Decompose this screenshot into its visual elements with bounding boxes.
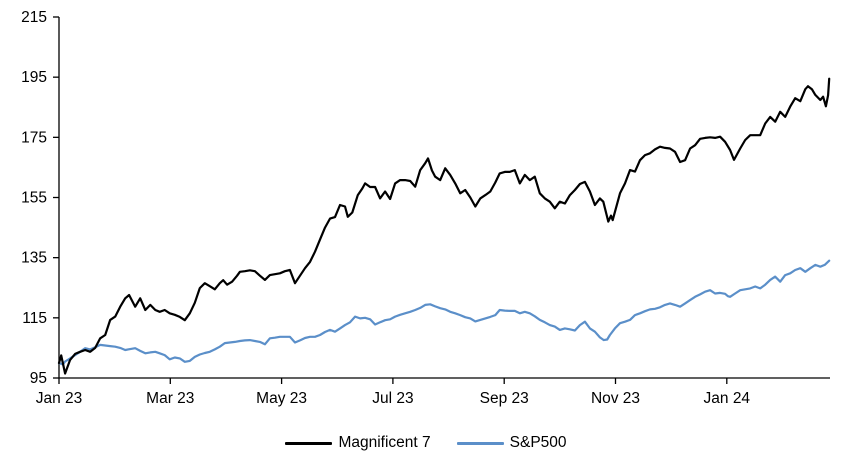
- y-tick-label: 95: [30, 370, 47, 387]
- y-tick-label: 135: [21, 250, 47, 267]
- x-tick-label: Nov 23: [591, 390, 640, 407]
- y-tick-label: 195: [21, 69, 47, 86]
- legend-item-magnificent-7: Magnificent 7: [285, 433, 431, 453]
- x-tick-label: Jul 23: [372, 390, 413, 407]
- x-tick-label: May 23: [256, 390, 307, 407]
- series-line-magnificent-7: [57, 77, 831, 375]
- legend-line-sample-magnificent-7: [285, 441, 333, 445]
- y-tick-label: 155: [21, 190, 47, 207]
- legend-line-sample-sp500: [456, 441, 504, 445]
- y-tick-label: 175: [21, 129, 47, 146]
- chart-canvas: 95 115 135 155 175 195 215 Jan 23 Mar 23 May 23 Ju…: [21, 9, 831, 407]
- series-line-s-p500: [57, 259, 831, 366]
- y-tick-label: 215: [21, 9, 47, 26]
- legend-label-sp500: S&P500: [509, 434, 567, 451]
- x-tick-label: Jan 23: [36, 390, 83, 407]
- chart-legend: Magnificent 7 S&P500: [0, 431, 852, 455]
- x-tick-label: Jan 24: [704, 390, 751, 407]
- y-tick-label: 115: [22, 310, 47, 327]
- x-tick-label: Mar 23: [146, 390, 194, 407]
- x-tick-label: Sep 23: [480, 390, 529, 407]
- legend-label-magnificent-7: Magnificent 7: [338, 434, 431, 451]
- legend-item-sp500: S&P500: [456, 433, 567, 453]
